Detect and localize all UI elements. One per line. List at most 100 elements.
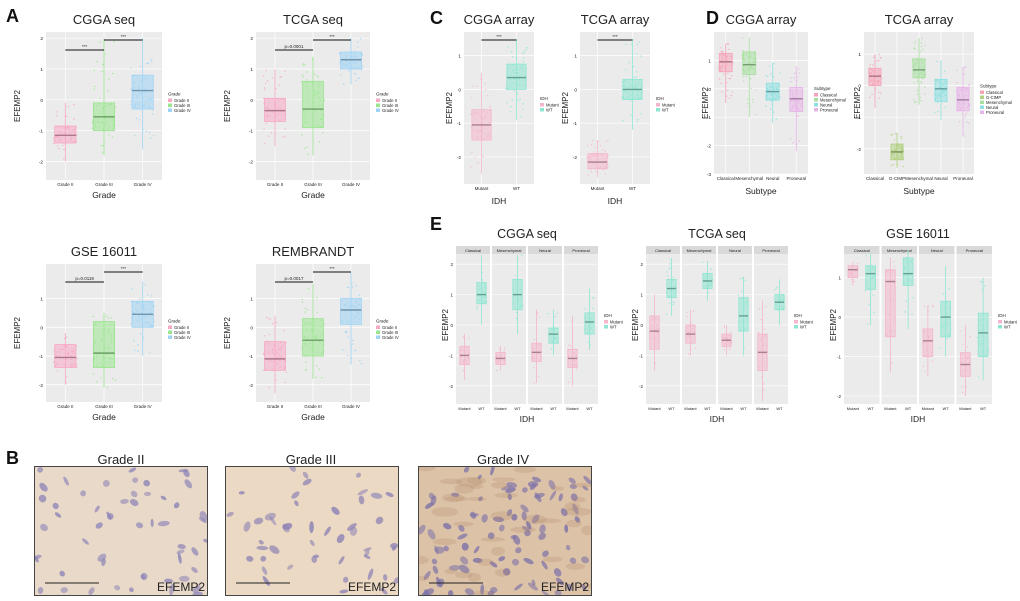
- box-wt-point: [667, 275, 669, 277]
- box-classical-point: [874, 61, 876, 63]
- y-tick-label: -1: [249, 129, 254, 135]
- box-wt-point: [943, 293, 945, 295]
- box-mutant-point: [484, 82, 487, 85]
- box-grade-iii-point: [318, 368, 320, 370]
- stain-region: [444, 568, 458, 575]
- box-wt-point: [868, 303, 870, 306]
- box-grade-iii-point: [306, 309, 309, 311]
- box-grade-iv-point: [357, 46, 359, 48]
- box-grade-iii-point: [114, 379, 117, 381]
- legend-title: IDH: [540, 96, 548, 101]
- cell-nucleus: [260, 555, 267, 562]
- box-proneural-point: [790, 81, 792, 83]
- box-mutant-point: [730, 331, 732, 334]
- box-wt-point: [511, 99, 514, 101]
- facet-strip: [456, 246, 490, 254]
- x-tick-label: WT: [586, 406, 593, 411]
- significance-label: ***: [496, 34, 502, 39]
- cell-nucleus: [157, 520, 170, 527]
- box-wt-point: [984, 285, 986, 287]
- box-neural-point: [772, 111, 775, 114]
- cell-nucleus: [461, 542, 469, 551]
- legend-title: Subtype: [814, 86, 831, 91]
- box-grade-iv-point: [351, 339, 354, 342]
- x-tick-label: Classical: [866, 176, 884, 181]
- x-tick-label: Grade IV: [342, 182, 360, 187]
- x-tick-label: Proneural: [786, 176, 806, 181]
- cell-nucleus: [59, 570, 65, 577]
- box-wt-point: [981, 288, 984, 290]
- box-wt-point: [510, 105, 512, 108]
- box-wt-point: [523, 50, 525, 52]
- micrograph-image-grade3: [226, 467, 398, 595]
- legend-entry: G-CIMP: [986, 95, 1001, 100]
- box-grade-iv-point: [135, 117, 138, 120]
- stain-region: [431, 507, 459, 517]
- box-grade-iv-point: [346, 286, 349, 289]
- box-mutant-point: [592, 151, 595, 153]
- box-grade-iii-point: [301, 301, 304, 303]
- box-mutant-point: [496, 369, 498, 372]
- box-mutant-point: [959, 330, 961, 332]
- box-wt-point: [507, 46, 510, 48]
- box-grade-ii-point: [263, 87, 265, 89]
- box-grade-ii-point: [265, 122, 267, 124]
- facet-strip: [919, 246, 955, 254]
- box-grade-iv-point: [134, 349, 136, 352]
- box-wt-point: [636, 71, 638, 73]
- facet-label: Neural: [539, 248, 551, 253]
- box-wt-point: [673, 301, 676, 304]
- box-wt-box: [506, 63, 527, 90]
- box-grade-iii-point: [316, 365, 318, 367]
- significance-label: ***: [121, 266, 127, 271]
- box-grade-iv-point: [130, 103, 132, 106]
- y-tick-label: 1: [838, 276, 841, 281]
- x-tick-label: Grade II: [57, 182, 73, 187]
- stain-region: [466, 476, 487, 485]
- box-mutant-point: [729, 348, 731, 350]
- box-grade-iii-point: [302, 63, 305, 65]
- legend-entry: WT: [1004, 324, 1011, 329]
- box-mutant-point: [891, 362, 893, 364]
- box-wt-point: [872, 294, 874, 296]
- cell-nucleus: [258, 540, 264, 545]
- stain-region: [439, 478, 463, 485]
- y-tick-label: 0: [40, 325, 43, 331]
- box-mesenchymal-point: [913, 42, 916, 45]
- micrograph-grade4: EFEMP2: [418, 466, 592, 596]
- box-grade-ii-point: [280, 76, 282, 78]
- cell-nucleus: [338, 556, 345, 565]
- legend-swatch: [376, 325, 380, 329]
- cell-nucleus: [106, 511, 112, 520]
- cell-nucleus: [581, 556, 590, 564]
- box-wt-point: [912, 297, 914, 299]
- box-mesenchymal-point: [750, 87, 753, 90]
- cell-nucleus: [173, 502, 180, 509]
- box-mutant-point: [535, 318, 538, 320]
- legend-swatch: [168, 98, 172, 102]
- box-wt-point: [515, 317, 518, 320]
- cell-nucleus: [458, 524, 465, 532]
- box-mutant-point: [927, 310, 929, 313]
- cell-nucleus: [572, 503, 579, 515]
- box-wt-point: [873, 311, 875, 314]
- box-mutant-point: [472, 85, 474, 87]
- box-grade-iv-point: [139, 333, 142, 335]
- legend-entry: Neural: [986, 105, 998, 110]
- box-grade-ii-point: [268, 386, 270, 389]
- significance-label: ***: [82, 44, 88, 49]
- facet-label: Proneural: [572, 248, 589, 253]
- box-mutant-point: [602, 168, 604, 171]
- box-wt-point: [864, 289, 867, 292]
- box-classical-point: [730, 74, 733, 77]
- y-tick-label: -2: [457, 155, 462, 161]
- box-classical-point: [878, 53, 880, 56]
- cell-nucleus: [419, 524, 426, 535]
- box-wt-point: [554, 316, 556, 318]
- cell-nucleus: [370, 492, 383, 499]
- box-wt-point: [948, 288, 950, 290]
- stain-region: [513, 467, 537, 473]
- cell-nucleus: [88, 587, 95, 595]
- facet-label: Classical: [655, 248, 671, 253]
- box-grade-iii-point: [305, 79, 308, 81]
